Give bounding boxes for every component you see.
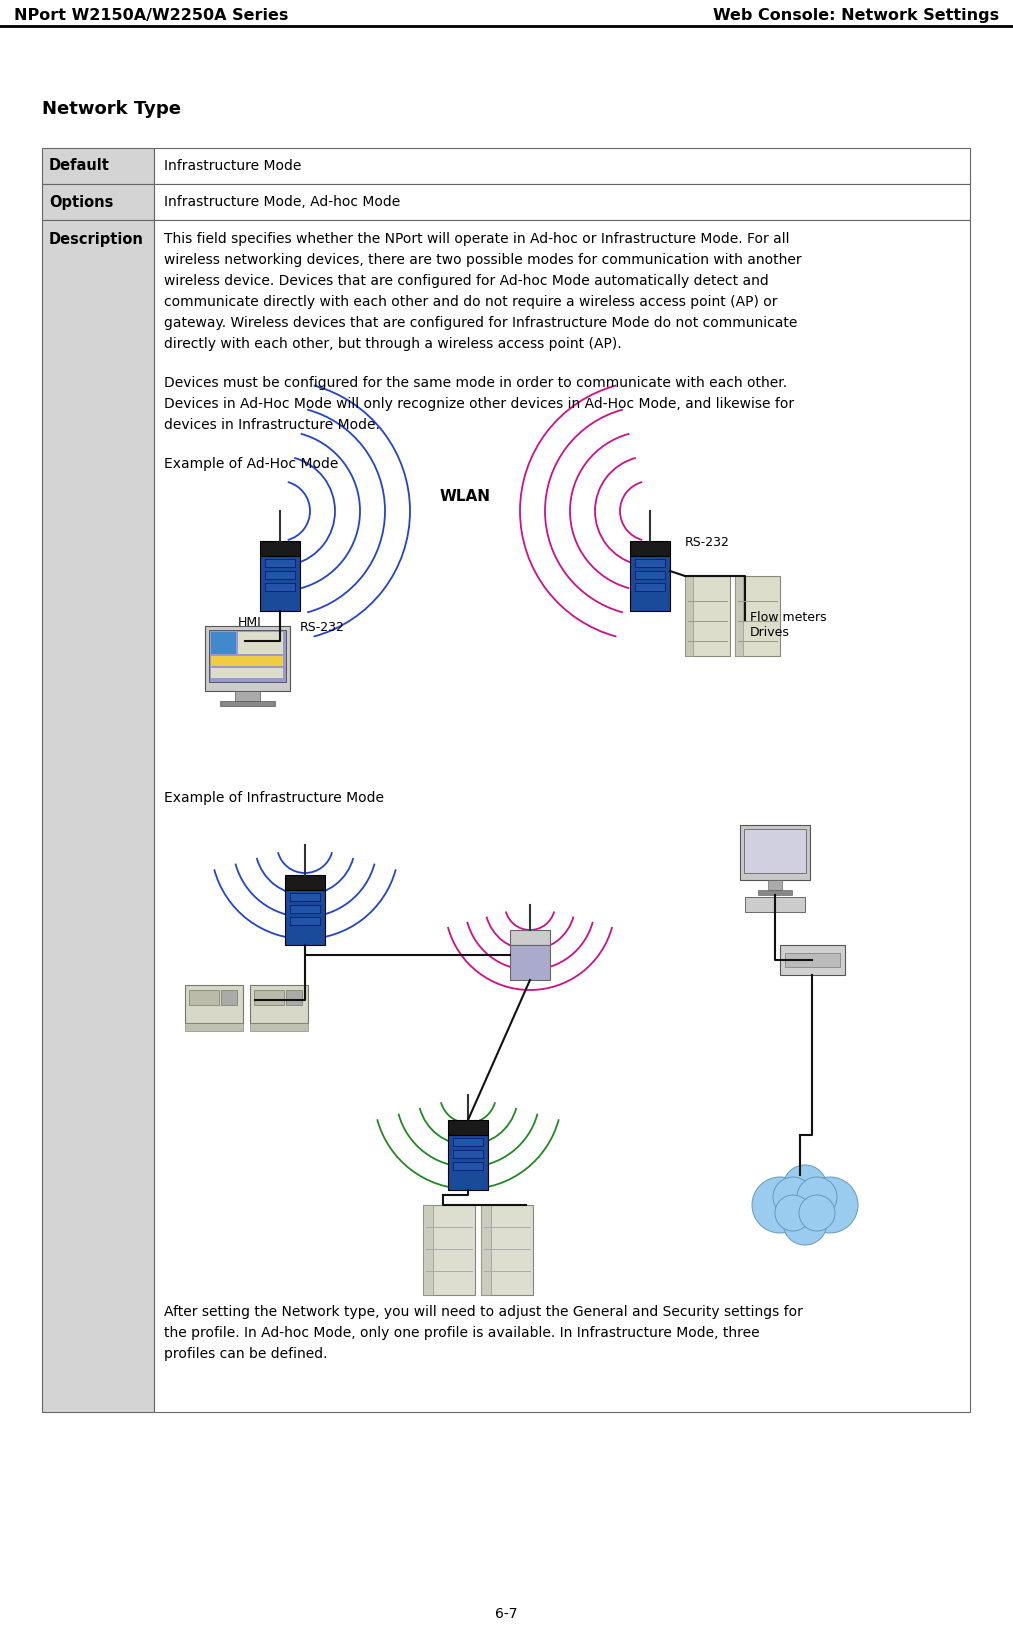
Bar [481, 1205, 533, 1294]
Text: This field specifies whether the NPort will operate in Ad-hoc or Infrastructure : This field specifies whether the NPort w… [164, 233, 789, 246]
Bar [744, 829, 806, 873]
Text: Drives: Drives [750, 627, 790, 640]
Text: Infrastructure Mode, Ad-hoc Mode: Infrastructure Mode, Ad-hoc Mode [164, 195, 400, 208]
Text: the profile. In Ad-hoc Mode, only one profile is available. In Infrastructure Mo: the profile. In Ad-hoc Mode, only one pr… [164, 1325, 760, 1340]
Bar [211, 632, 236, 654]
Bar [254, 990, 284, 1004]
Text: 6-7: 6-7 [495, 1607, 518, 1621]
Bar [630, 540, 670, 557]
Text: gateway. Wireless devices that are configured for Infrastructure Mode do not com: gateway. Wireless devices that are confi… [164, 316, 797, 330]
Bar [510, 930, 550, 944]
Bar [685, 576, 693, 656]
Bar [453, 1162, 483, 1171]
Bar [758, 891, 792, 895]
Text: Options: Options [49, 194, 113, 210]
Bar [185, 1022, 243, 1031]
Bar [211, 667, 283, 677]
Bar [189, 990, 219, 1004]
Bar [741, 825, 810, 881]
Circle shape [797, 1177, 837, 1218]
Text: Flow meters: Flow meters [750, 610, 827, 624]
Text: Example of Infrastructure Mode: Example of Infrastructure Mode [164, 791, 384, 804]
Bar [735, 576, 743, 656]
Bar [221, 990, 237, 1004]
Bar [154, 148, 970, 184]
Bar [235, 690, 260, 702]
Text: Network Type: Network Type [42, 99, 181, 117]
Bar [423, 1205, 433, 1294]
Bar [290, 905, 320, 913]
Circle shape [773, 1177, 813, 1218]
Circle shape [783, 1201, 827, 1245]
Bar [42, 184, 154, 220]
Bar [685, 576, 730, 656]
Text: After setting the Network type, you will need to adjust the General and Security: After setting the Network type, you will… [164, 1306, 803, 1319]
Text: wireless networking devices, there are two possible modes for communication with: wireless networking devices, there are t… [164, 252, 801, 267]
Bar [635, 583, 665, 591]
Bar [250, 1022, 308, 1031]
Bar [423, 1205, 475, 1294]
Bar [735, 576, 780, 656]
Bar [290, 894, 320, 900]
Bar [510, 944, 550, 980]
Bar [238, 632, 283, 654]
Text: directly with each other, but through a wireless access point (AP).: directly with each other, but through a … [164, 337, 622, 352]
Text: Devices in Ad-Hoc Mode will only recognize other devices in Ad-Hoc Mode, and lik: Devices in Ad-Hoc Mode will only recogni… [164, 397, 794, 410]
Text: HMI: HMI [238, 615, 262, 628]
Text: RS-232: RS-232 [300, 620, 344, 633]
Circle shape [802, 1177, 858, 1232]
Bar [630, 557, 670, 610]
Bar [785, 952, 840, 967]
Bar [154, 184, 970, 220]
Bar [185, 985, 243, 1022]
Bar [265, 558, 295, 567]
Bar [42, 148, 154, 184]
Bar [290, 917, 320, 925]
Circle shape [752, 1177, 808, 1232]
Bar [209, 630, 286, 682]
Bar [265, 583, 295, 591]
Bar [453, 1138, 483, 1146]
Bar [768, 881, 782, 891]
Circle shape [775, 1195, 811, 1231]
Text: Example of Ad-Hoc Mode: Example of Ad-Hoc Mode [164, 457, 338, 470]
Bar [211, 656, 283, 666]
Bar [286, 990, 302, 1004]
Bar [635, 571, 665, 580]
Bar [220, 702, 275, 707]
Text: NPort W2150A/W2250A Series: NPort W2150A/W2250A Series [14, 8, 289, 23]
Bar [635, 558, 665, 567]
Text: Web Console: Network Settings: Web Console: Network Settings [713, 8, 999, 23]
Bar [154, 220, 970, 1411]
Bar [260, 540, 300, 557]
Text: Default: Default [49, 158, 109, 174]
Bar [448, 1120, 488, 1135]
Text: Devices must be configured for the same mode in order to communicate with each o: Devices must be configured for the same … [164, 376, 787, 391]
Bar [745, 897, 805, 912]
Text: RS-232: RS-232 [685, 536, 730, 549]
Bar [285, 891, 325, 944]
Text: WLAN: WLAN [440, 488, 490, 505]
Bar [42, 220, 154, 1411]
Circle shape [799, 1195, 835, 1231]
Bar [260, 557, 300, 610]
Bar [250, 985, 308, 1022]
Text: communicate directly with each other and do not require a wireless access point : communicate directly with each other and… [164, 295, 778, 309]
Text: devices in Infrastructure Mode.: devices in Infrastructure Mode. [164, 418, 380, 431]
Circle shape [783, 1166, 827, 1210]
Bar [780, 944, 845, 975]
Bar [205, 627, 290, 690]
Bar [481, 1205, 491, 1294]
Bar [265, 571, 295, 580]
Text: profiles can be defined.: profiles can be defined. [164, 1346, 327, 1361]
Bar [285, 874, 325, 891]
Text: Infrastructure Mode: Infrastructure Mode [164, 160, 302, 173]
Text: Description: Description [49, 233, 144, 247]
Text: wireless device. Devices that are configured for Ad-hoc Mode automatically detec: wireless device. Devices that are config… [164, 274, 769, 288]
Bar [448, 1135, 488, 1190]
Bar [453, 1149, 483, 1158]
